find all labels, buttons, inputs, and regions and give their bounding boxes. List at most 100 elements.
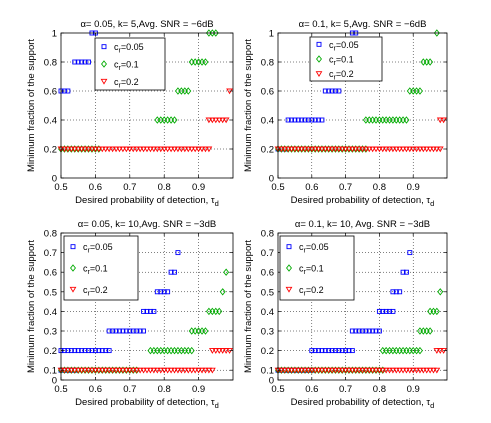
legend-label: cr=0.05 bbox=[299, 242, 329, 255]
data-point-triangle-down bbox=[122, 367, 130, 374]
chart-title: α= 0.05, k= 10,Avg. SNR = −3dB bbox=[78, 219, 216, 230]
data-point-square bbox=[333, 348, 338, 354]
data-point-triangle-down bbox=[167, 146, 175, 153]
legend-marker bbox=[101, 60, 107, 68]
data-point-triangle-down bbox=[174, 146, 182, 153]
data-point-triangle-down bbox=[109, 146, 116, 153]
data-point-triangle-down bbox=[171, 146, 178, 153]
x-tick-label: 0.6 bbox=[305, 182, 318, 193]
data-point-triangle-down bbox=[426, 367, 434, 374]
data-point-triangle-down bbox=[181, 146, 189, 153]
data-point-triangle-down bbox=[392, 146, 400, 153]
data-point-diamond bbox=[216, 307, 223, 316]
data-point-triangle-down bbox=[160, 367, 168, 374]
data-point-square bbox=[65, 348, 71, 354]
data-point-triangle-down bbox=[301, 367, 309, 374]
y-tick-label: 0.3 bbox=[261, 327, 274, 338]
data-point-square bbox=[319, 117, 325, 123]
data-point-triangle-down bbox=[352, 146, 360, 153]
data-point-triangle-down bbox=[219, 117, 227, 124]
legend-marker bbox=[316, 55, 322, 63]
data-point-triangle-down bbox=[129, 367, 137, 374]
legend-label-value: =0.05 bbox=[121, 42, 144, 52]
x-tick-label: 0.5 bbox=[54, 384, 67, 395]
data-point-triangle-down bbox=[202, 146, 209, 153]
legend-label-value: =0.1 bbox=[336, 55, 354, 65]
x-tick-label: 0.8 bbox=[158, 384, 171, 395]
data-point-triangle-down bbox=[291, 146, 299, 153]
data-point-triangle-down bbox=[140, 367, 147, 374]
legend-label: cr=0.05 bbox=[83, 242, 113, 255]
data-point-square bbox=[363, 328, 369, 334]
data-point-square bbox=[295, 117, 301, 123]
y-tick-label: 0.7 bbox=[261, 248, 274, 259]
data-point-triangle-down bbox=[150, 146, 158, 153]
data-point-square bbox=[305, 117, 311, 123]
data-point-triangle-down bbox=[321, 146, 329, 153]
x-tick-label: 0.8 bbox=[373, 182, 386, 193]
data-point-triangle-down bbox=[305, 367, 312, 374]
y-tick-label: 0 bbox=[52, 174, 57, 185]
legend-label-value: =0.05 bbox=[306, 242, 329, 252]
y-tick-label: 0.8 bbox=[261, 229, 274, 240]
data-point-triangle-down bbox=[362, 146, 370, 153]
legend-label-main: c bbox=[299, 285, 304, 295]
data-point-triangle-down bbox=[372, 146, 380, 153]
y-tick-label: 0.3 bbox=[44, 327, 57, 338]
data-point-square bbox=[141, 308, 147, 314]
data-point-square bbox=[117, 328, 122, 334]
data-point-square bbox=[134, 328, 140, 334]
data-point-square bbox=[75, 59, 81, 65]
data-point-square bbox=[285, 117, 291, 123]
legend-label-subscript: r bbox=[88, 269, 91, 276]
data-point-diamond bbox=[416, 87, 423, 95]
legend-label: cr=0.2 bbox=[299, 285, 324, 298]
data-point-triangle-down bbox=[67, 146, 75, 153]
data-point-triangle-down bbox=[321, 367, 329, 374]
data-point-square bbox=[137, 328, 143, 334]
data-point-triangle-down bbox=[153, 367, 161, 374]
legend-marker bbox=[285, 286, 293, 293]
y-tick-label: 0.1 bbox=[261, 366, 274, 377]
data-point-triangle-down bbox=[413, 146, 420, 153]
y-tick-label: 0.6 bbox=[44, 87, 57, 98]
data-point-square bbox=[110, 328, 116, 334]
data-point-triangle-down bbox=[359, 146, 366, 153]
data-point-triangle-down bbox=[399, 367, 407, 374]
data-point-triangle-down bbox=[133, 367, 141, 374]
data-point-triangle-down bbox=[399, 146, 407, 153]
data-point-triangle-down bbox=[164, 146, 172, 153]
data-point-triangle-down bbox=[348, 367, 356, 374]
data-point-triangle-down bbox=[219, 348, 227, 354]
legend-label-subscript: r bbox=[304, 248, 307, 255]
x-axis-label-main: Desired probability of detection, τ bbox=[291, 397, 431, 408]
x-tick-label: 0.5 bbox=[271, 384, 284, 395]
legend-box bbox=[63, 235, 139, 301]
data-point-triangle-down bbox=[157, 367, 165, 374]
data-point-triangle-down bbox=[342, 146, 349, 153]
data-point-triangle-down bbox=[195, 367, 202, 374]
data-point-square bbox=[387, 308, 392, 314]
data-point-triangle-down bbox=[298, 367, 306, 374]
data-point-triangle-down bbox=[369, 367, 377, 374]
data-point-square bbox=[329, 88, 335, 94]
legend-label-value: =0.1 bbox=[306, 264, 324, 274]
legend-label-value: =0.2 bbox=[336, 69, 354, 79]
data-point-square bbox=[326, 348, 332, 354]
data-point-triangle-down bbox=[160, 146, 168, 153]
legend-label: cr=0.1 bbox=[329, 55, 354, 68]
data-point-triangle-down bbox=[436, 146, 444, 153]
x-tick-label: 0.8 bbox=[158, 182, 171, 193]
data-point-square bbox=[312, 117, 318, 123]
legend-label-subscript: r bbox=[119, 65, 122, 72]
x-tick-label: 0.5 bbox=[54, 182, 67, 193]
data-point-square bbox=[407, 250, 413, 256]
legend-label-value: =0.05 bbox=[90, 242, 113, 252]
y-tick-label: 0.4 bbox=[44, 307, 57, 318]
data-point-square bbox=[397, 289, 403, 295]
data-point-triangle-down bbox=[382, 146, 390, 153]
data-point-square bbox=[343, 348, 349, 354]
y-tick-label: 0 bbox=[269, 174, 274, 185]
data-point-triangle-down bbox=[298, 146, 306, 153]
